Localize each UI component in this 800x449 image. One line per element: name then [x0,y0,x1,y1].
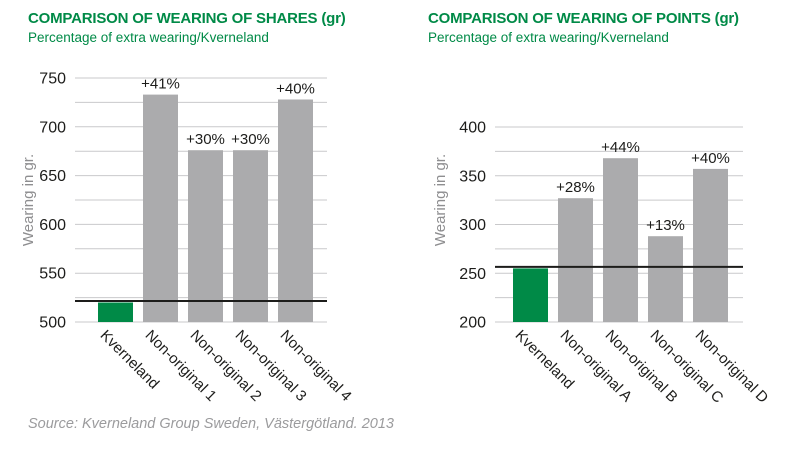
bar-1 [558,198,593,322]
bar-label-1: +28% [556,179,595,196]
bar-label-1: +41% [141,76,180,93]
bar-0 [98,302,133,322]
bar-label-3: +13% [646,217,685,234]
y-tick-label: 550 [39,266,66,283]
bar-3 [233,150,268,322]
y-tick-label: 600 [39,217,66,234]
y-tick-label: 650 [39,168,66,185]
y-tick-label: 250 [459,266,486,283]
y-tick-label: 750 [39,71,66,88]
y-axis-title: Wearing in gr. [20,154,37,246]
chart-points: COMPARISON OF WEARING OF POINTS (gr) Per… [400,0,800,449]
chart-title: COMPARISON OF WEARING OF SHARES (gr) [28,10,346,27]
chart-points-header: COMPARISON OF WEARING OF POINTS (gr) Per… [428,10,739,45]
y-tick-label: 300 [459,217,486,234]
bar-2 [603,158,638,322]
y-tick-label: 400 [459,120,486,137]
bar-label-2: +44% [601,139,640,156]
bar-3 [648,236,683,322]
bar-4 [693,168,728,322]
chart-shares: COMPARISON OF WEARING OF SHARES (gr) Per… [20,10,355,405]
bar-label-4: +40% [691,150,730,167]
bar-2 [188,150,223,322]
bar-label-2: +30% [186,131,225,148]
bar-0 [513,268,548,322]
y-tick-label: 350 [459,168,486,185]
y-axis-title: Wearing in gr. [432,154,449,246]
y-tick-label: 200 [459,315,486,332]
chart-subtitle: Percentage of extra wearing/Kverneland [428,30,669,45]
bar-label-4: +40% [276,81,315,98]
y-tick-label: 700 [39,119,66,136]
y-tick-label: 500 [39,315,66,332]
source-note: Source: Kverneland Group Sweden, Västerg… [28,416,394,432]
bar-1 [143,94,178,322]
chart-title: COMPARISON OF WEARING OF POINTS (gr) [428,10,739,27]
chart-subtitle: Percentage of extra wearing/Kverneland [28,30,269,45]
chart-shares-header: COMPARISON OF WEARING OF SHARES (gr) Per… [28,10,346,45]
bar-label-3: +30% [231,131,270,148]
bar-4 [278,99,313,322]
